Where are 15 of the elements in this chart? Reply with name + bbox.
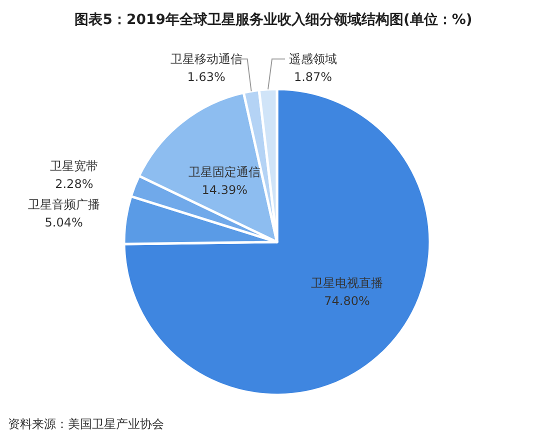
data-label: 1.87%: [294, 70, 332, 84]
slice-label: 卫星移动通信: [170, 52, 242, 66]
data-label: 14.39%: [202, 183, 248, 198]
slice-label: 卫星宽带: [50, 158, 98, 173]
slice-label: 遥感领域: [289, 52, 338, 66]
data-label: 2.28%: [55, 176, 94, 191]
text: 资料来源：美国卫星产业协会: [8, 417, 164, 431]
chart-title: 图表5：2019年全球卫星服务业收入细分领域结构图(单位：%): [74, 12, 472, 28]
data-label: 1.63%: [187, 70, 226, 84]
data-label: 74.80%: [324, 294, 370, 308]
data-label: 5.04%: [44, 216, 83, 230]
slice-label: 卫星电视直播: [311, 276, 383, 290]
slice-label: 卫星固定通信: [188, 165, 261, 180]
slice-label: 卫星音频广播: [28, 198, 100, 212]
pie-slice: [122, 88, 432, 396]
